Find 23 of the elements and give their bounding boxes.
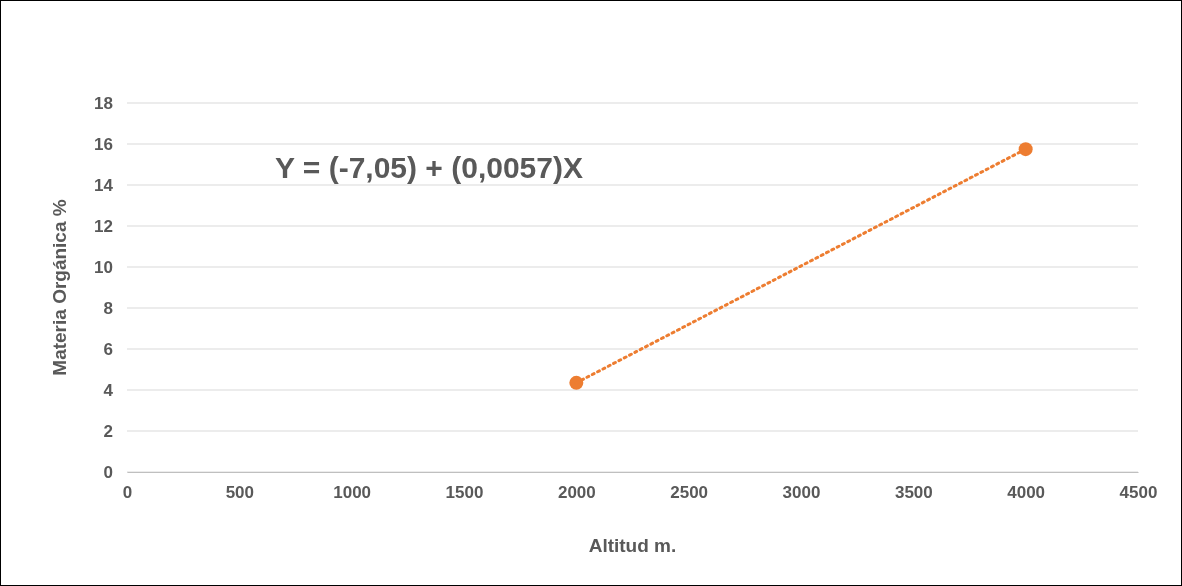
x-tick-label: 0 bbox=[122, 483, 133, 503]
x-tick-label: 2000 bbox=[557, 483, 596, 503]
x-tick-label: 4000 bbox=[1007, 483, 1046, 503]
y-tick-label: 14 bbox=[94, 175, 114, 195]
x-tick-label: 3500 bbox=[894, 483, 933, 503]
y-tick-label: 2 bbox=[103, 421, 113, 441]
x-tick-label: 500 bbox=[225, 483, 255, 503]
x-axis-title: Altitud m. bbox=[588, 535, 677, 556]
y-tick-label: 10 bbox=[94, 257, 113, 277]
x-tick-label: 3000 bbox=[782, 483, 821, 503]
y-tick-label: 12 bbox=[94, 216, 113, 236]
x-tick-label: 1500 bbox=[445, 483, 484, 503]
annotation: Y = (-7,05) + (0,0057)X bbox=[275, 151, 583, 184]
x-tick-label: 4500 bbox=[1119, 483, 1158, 503]
y-tick-label: 18 bbox=[94, 93, 113, 113]
x-tick-label: 1000 bbox=[333, 483, 372, 503]
y-tick-label: 6 bbox=[103, 339, 113, 359]
y-axis-title: Materia Orgánica % bbox=[49, 199, 70, 376]
y-tick-label: 16 bbox=[94, 134, 113, 154]
y-tick-label: 0 bbox=[103, 462, 113, 482]
y-tick-label: 8 bbox=[103, 298, 113, 318]
x-tick-label: 2500 bbox=[670, 483, 709, 503]
y-tick-label: 4 bbox=[103, 380, 114, 400]
